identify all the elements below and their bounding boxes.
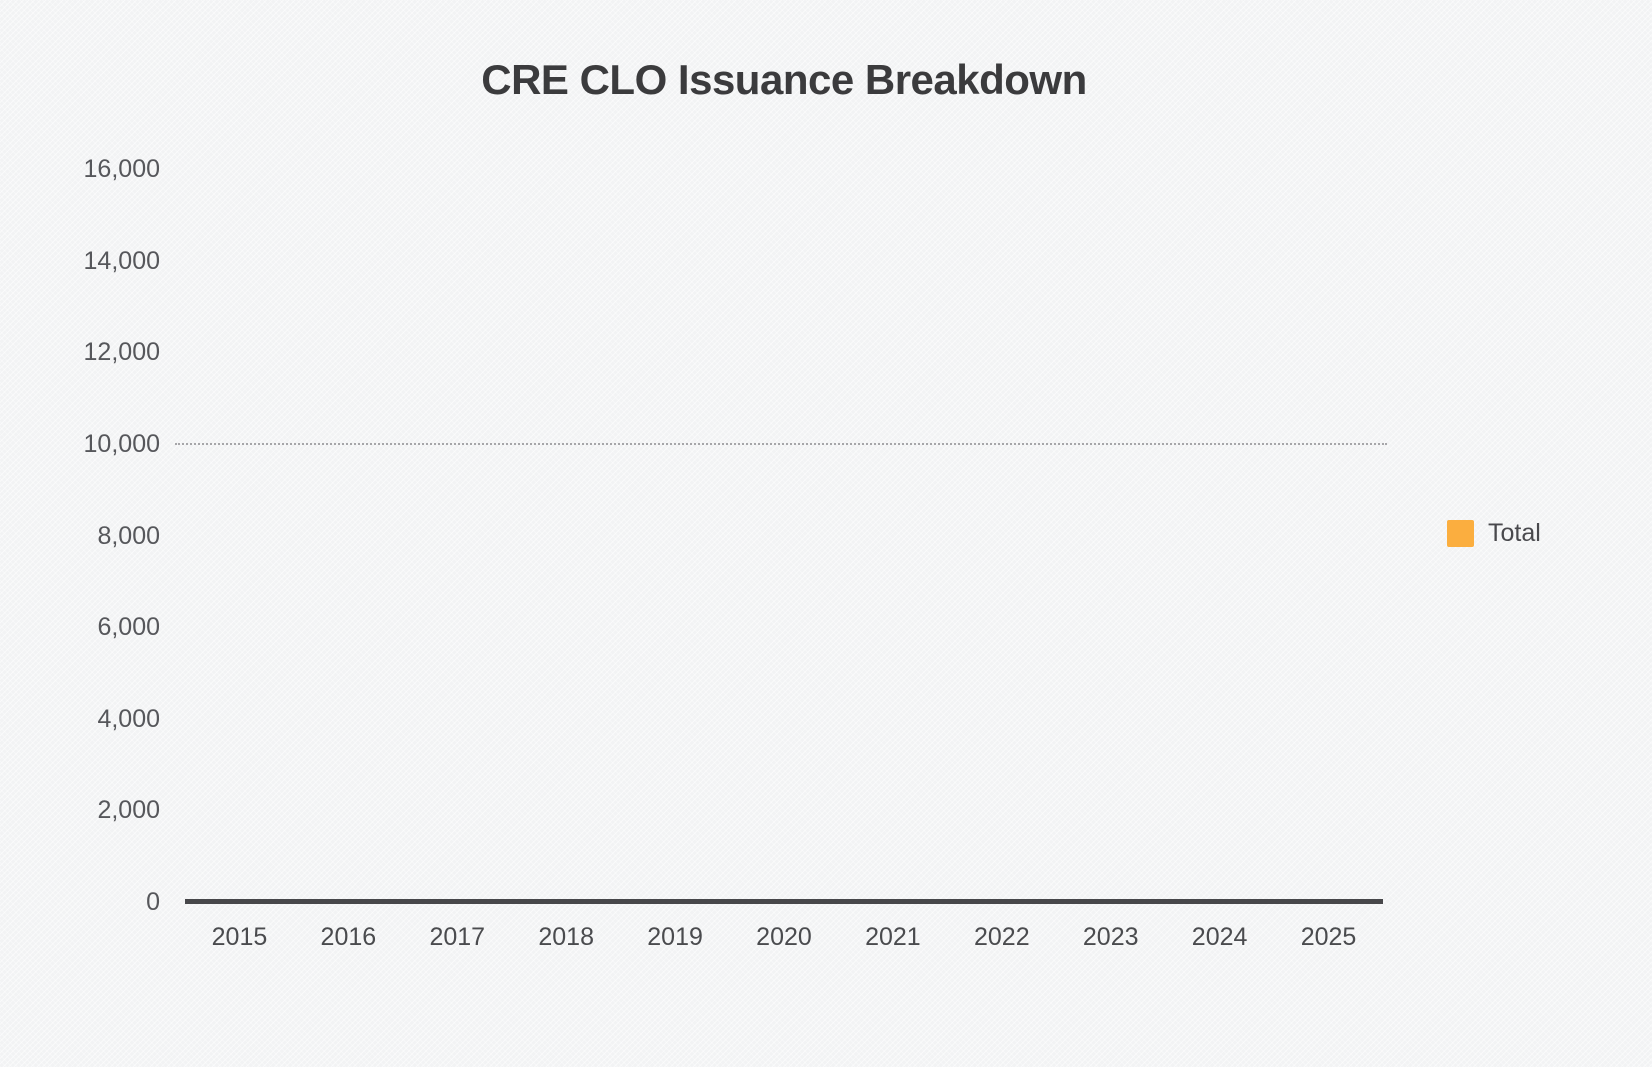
reference-gridline-10000	[175, 442, 1387, 445]
x-tick-label: 2024	[1191, 923, 1248, 951]
bar-group	[730, 169, 839, 902]
x-tick-label: 2021	[865, 923, 921, 951]
x-axis-tick-labels: 2015 2016 2017 2018 2019 2020 2021 2022 2023 2024…	[185, 922, 1383, 952]
x-tick-label: 2025	[1300, 923, 1357, 951]
legend-label: Total	[1488, 519, 1541, 547]
y-tick-label: 14,000	[83, 246, 160, 275]
bar-group	[947, 169, 1056, 902]
y-tick-label: 12,000	[83, 338, 160, 367]
legend-swatch-icon	[1447, 520, 1474, 547]
bar-group	[403, 169, 512, 902]
bar-group	[1165, 169, 1274, 902]
bar-group	[512, 169, 621, 902]
x-tick-label: 2018	[538, 923, 594, 951]
x-tick-label: 2023	[1082, 923, 1139, 951]
y-tick-label: 8,000	[97, 521, 160, 550]
y-tick-label: 0	[146, 888, 160, 916]
x-tick-label: 2015	[211, 923, 268, 951]
legend-item-total[interactable]: Total	[1447, 519, 1541, 548]
bar-group	[185, 169, 294, 902]
bar-group	[294, 169, 403, 902]
x-tick-label: 2022	[973, 923, 1030, 951]
x-tick-label: 2019	[647, 923, 703, 951]
x-tick-label: 2020	[756, 923, 812, 951]
x-tick-label: 2016	[320, 923, 377, 951]
y-tick-label: 2,000	[97, 796, 160, 825]
y-tick-label: 6,000	[97, 613, 160, 642]
x-axis-line	[185, 899, 1383, 904]
y-tick-label: 10,000	[83, 429, 160, 458]
y-axis-tick-labels: 16,000 14,000 12,000 10,000 8,000 6,000 4,000 2…	[40, 154, 160, 917]
plot-area	[185, 169, 1383, 902]
y-tick-label: 4,000	[97, 704, 160, 733]
legend: Total	[1447, 519, 1541, 548]
x-tick-label: 2017	[429, 923, 486, 951]
bar-group	[1274, 169, 1383, 902]
bar-group	[1056, 169, 1165, 902]
chart-title: CRE CLO Issuance Breakdown	[481, 56, 1087, 103]
bar-group	[621, 169, 730, 902]
y-tick-label: 16,000	[83, 155, 160, 183]
bar-group	[838, 169, 947, 902]
